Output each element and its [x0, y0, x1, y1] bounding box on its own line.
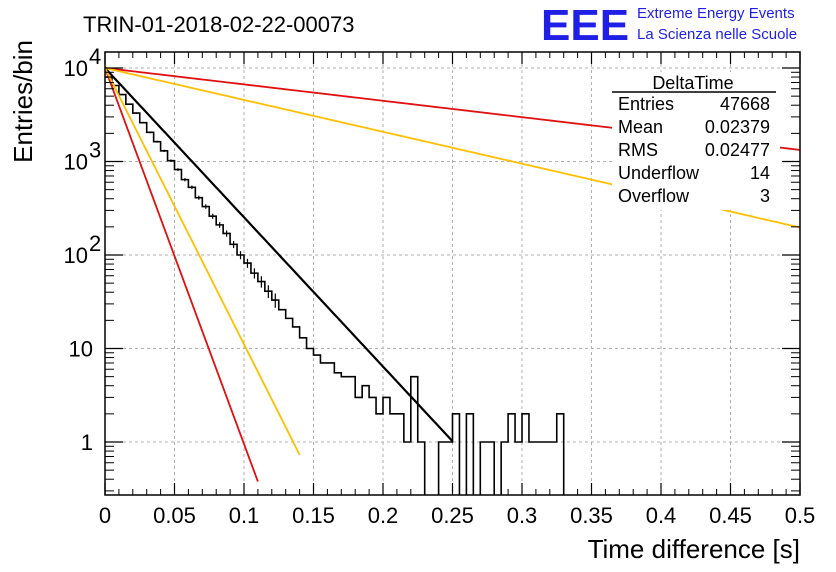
data-layer	[105, 67, 800, 495]
stats-row-label: Underflow	[618, 163, 700, 183]
x-tick-label: 0.1	[229, 503, 260, 528]
logo-line-1: Extreme Energy Events	[637, 5, 795, 22]
chart-title: TRIN-01-2018-02-22-00073	[83, 12, 355, 37]
x-tick-label: 0.4	[646, 503, 677, 528]
y-tick-label: 1	[81, 430, 93, 455]
x-tick-label: 0.45	[709, 503, 752, 528]
y-tick-exponent: 3	[89, 138, 101, 163]
stats-row-value: 47668	[720, 94, 770, 114]
stats-row-label: Mean	[618, 117, 663, 137]
y-tick-label: 10	[64, 56, 88, 81]
x-tick-label: 0.25	[431, 503, 474, 528]
stats-row-value: 0.02379	[705, 117, 770, 137]
logo-line-2: La Scienza nelle Scuole	[637, 26, 797, 43]
y-tick-exponent: 2	[89, 231, 101, 256]
fit-curve-2	[105, 67, 259, 482]
x-tick-label: 0.5	[785, 503, 816, 528]
stats-row-value: 14	[750, 163, 770, 183]
stats-row-label: Entries	[618, 94, 674, 114]
eee-logo: EEE Extreme Energy Events La Scienza nel…	[541, 1, 797, 50]
x-tick-label: 0.05	[153, 503, 196, 528]
y-tick-label: 10	[64, 243, 88, 268]
stats-box-bg	[612, 72, 780, 210]
x-tick-label: 0.35	[570, 503, 613, 528]
y-axis-label: Entries/bin	[8, 40, 38, 163]
y-tick-label: 10	[69, 337, 93, 362]
x-tick-label: 0.2	[368, 503, 399, 528]
histogram-deltatime	[105, 76, 565, 495]
x-tick-label: 0.15	[292, 503, 335, 528]
axes: 0 0.05 0.1 0.15 0.2 0.25 0.3 0.35 0.4 0.45 0.5 1 10 1…	[64, 44, 816, 528]
y-tick-label: 10	[64, 150, 88, 175]
logo-text: EEE	[541, 1, 629, 50]
stats-row-label: RMS	[618, 140, 658, 160]
stats-row-value: 0.02477	[705, 140, 770, 160]
stats-title: DeltaTime	[652, 73, 733, 93]
fit-curve-1	[105, 67, 454, 442]
fit-curve-3	[105, 67, 301, 456]
stats-box: DeltaTime Entries 47668 Mean 0.02379 RMS 0.02…	[612, 72, 780, 210]
y-tick-exponent: 4	[89, 44, 101, 69]
x-tick-label: 0	[99, 503, 111, 528]
stats-row-value: 3	[760, 186, 770, 206]
stats-row-label: Overflow	[618, 186, 690, 206]
x-tick-label: 0.3	[507, 503, 538, 528]
stats-rows: Entries 47668 Mean 0.02379 RMS 0.02477Underfl…	[618, 94, 770, 206]
x-axis-label: Time difference [s]	[588, 534, 800, 564]
